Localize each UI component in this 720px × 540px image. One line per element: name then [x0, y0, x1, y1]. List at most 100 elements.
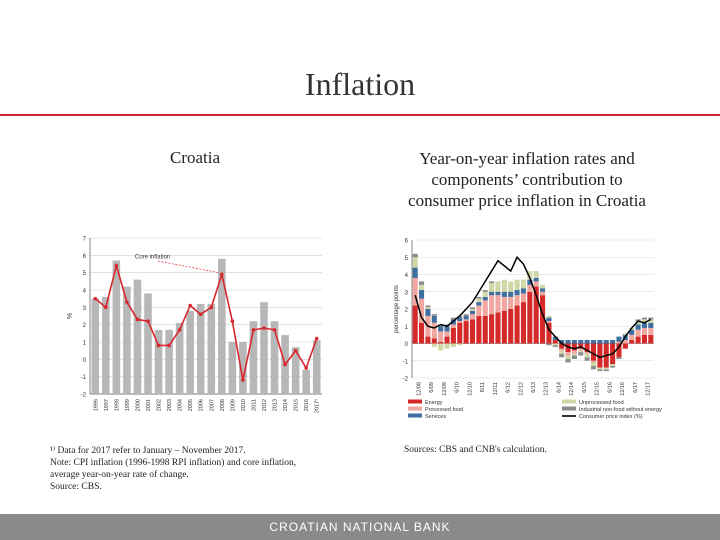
component-bar: [520, 288, 526, 294]
footer-bar: CROATIAN NATIONAL BANK: [0, 514, 720, 540]
component-bar: [482, 296, 488, 301]
core-inflation-point: [272, 328, 277, 332]
component-bar: [629, 340, 635, 344]
component-bar: [482, 300, 488, 316]
core-inflation-annotation: Core inflation: [135, 254, 170, 260]
component-bar: [533, 271, 539, 278]
note-line: ¹⁾ Data for 2017 refer to January – Nove…: [50, 446, 246, 456]
component-bar: [546, 322, 552, 344]
x-tick-label: 1999: [125, 399, 131, 411]
bar: [291, 347, 300, 394]
component-bar: [578, 348, 584, 351]
right-chart-heading: Year-on-year inflation rates and compone…: [386, 148, 668, 211]
component-bar: [489, 291, 495, 296]
component-bar: [482, 290, 488, 292]
legend-label: Unprocessed food: [579, 400, 624, 406]
component-bar: [590, 362, 597, 366]
x-tick-label: 2009: [230, 399, 236, 411]
bar: [207, 303, 216, 394]
component-bar: [489, 314, 495, 344]
component-bar: [552, 343, 558, 346]
x-tick-label: 2007: [209, 399, 215, 411]
component-bar: [603, 340, 609, 344]
component-bar: [469, 314, 476, 320]
component-bar: [546, 343, 552, 346]
core-inflation-line: [94, 262, 318, 381]
component-bar: [457, 321, 463, 323]
x-tick-label: 6/12: [506, 382, 512, 393]
component-bar: [419, 284, 425, 291]
component-bar: [444, 331, 450, 337]
component-bar: [622, 343, 628, 349]
x-tick-label: 2015: [294, 399, 300, 411]
x-tick-label: 2017¹: [315, 399, 321, 413]
component-bar: [648, 334, 654, 344]
x-tick-label: 2003: [167, 399, 173, 411]
component-bar: [641, 327, 647, 335]
x-tick-label: 12/11: [493, 382, 499, 395]
core-inflation-point: [241, 378, 245, 382]
core-inflation-point: [167, 343, 171, 348]
component-bar: [508, 296, 514, 309]
legend-label: Energy: [425, 400, 443, 406]
legend-swatch: [408, 413, 422, 418]
component-bar: [469, 307, 476, 309]
bar: [312, 340, 321, 394]
component-bar: [610, 365, 616, 368]
component-bar: [431, 338, 437, 344]
bar: [239, 342, 247, 394]
x-tick-label: 12/14: [569, 382, 575, 396]
core-inflation-point: [209, 305, 214, 310]
y-tick-label: 2: [405, 308, 409, 314]
component-bar: [431, 315, 437, 323]
component-bar: [419, 322, 425, 344]
bar: [175, 322, 184, 394]
component-bar: [457, 322, 463, 344]
component-bar: [565, 355, 571, 360]
x-tick-label: 6/17: [633, 382, 639, 393]
component-bar: [610, 364, 616, 366]
core-inflation-point: [230, 319, 235, 323]
y-tick-label: 0: [83, 358, 87, 364]
component-bar: [565, 340, 571, 344]
x-tick-label: 2011: [251, 399, 257, 411]
component-bar: [476, 296, 482, 299]
component-bar: [438, 343, 444, 351]
x-tick-label: 12/10: [467, 382, 473, 396]
bar: [218, 258, 226, 394]
x-tick-label: 12/08: [416, 382, 422, 396]
component-bar: [444, 336, 450, 344]
component-bar: [412, 257, 418, 268]
component-bar: [546, 315, 552, 318]
bar: [196, 303, 205, 394]
component-bar: [419, 298, 425, 323]
x-tick-label: 2014: [283, 399, 289, 411]
y-tick-label: 1: [83, 341, 87, 347]
x-tick-label: 6/09: [429, 382, 435, 393]
left-chart-notes: ¹⁾ Data for 2017 refer to January – Nove…: [50, 445, 340, 493]
component-bar: [629, 334, 635, 341]
component-bar: [489, 295, 495, 315]
component-bar: [552, 345, 558, 347]
component-bar: [648, 317, 654, 320]
component-bar: [476, 298, 482, 303]
bar: [302, 369, 310, 394]
component-bar: [463, 314, 469, 316]
component-bar: [463, 319, 469, 322]
x-tick-label: 2002: [157, 399, 163, 411]
component-bar: [584, 353, 590, 358]
component-bar: [412, 267, 418, 278]
component-bar: [438, 326, 444, 332]
component-bar: [425, 309, 431, 316]
core-inflation-point: [146, 319, 150, 323]
y-tick-label: 0: [405, 342, 409, 348]
component-bar: [559, 350, 565, 354]
component-bar: [495, 312, 501, 344]
component-bar: [584, 340, 590, 344]
component-bar: [495, 291, 501, 296]
core-inflation-point: [188, 303, 192, 308]
component-bar: [641, 317, 647, 320]
component-bar: [495, 281, 501, 292]
legend-swatch: [408, 399, 422, 404]
croatia-inflation-chart: -2 -1 0 1 2 3 4 5 6 7% Core inflation 1996 1997 1998 1…: [67, 237, 322, 413]
